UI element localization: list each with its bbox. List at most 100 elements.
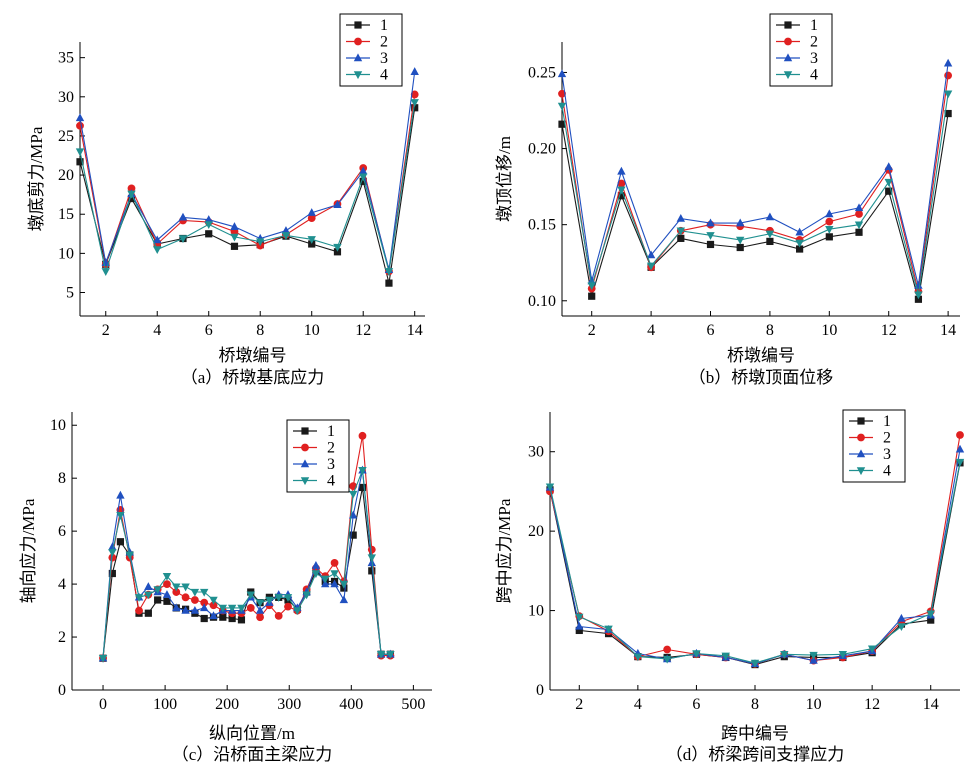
y-tick-label: 25	[58, 128, 74, 145]
legend-marker	[783, 71, 793, 80]
data-point	[587, 276, 596, 285]
legend-label: 2	[380, 34, 388, 51]
data-point	[604, 625, 613, 634]
data-point	[855, 228, 863, 236]
x-tick-label: 14	[940, 322, 956, 339]
data-point	[144, 609, 152, 617]
data-point	[944, 109, 952, 118]
legend-marker	[354, 37, 362, 46]
x-tick-label: 4	[647, 322, 655, 339]
y-tick-label: 35	[58, 50, 74, 67]
legend-marker	[857, 417, 865, 425]
data-point	[854, 203, 864, 212]
data-point	[956, 431, 964, 439]
data-point	[557, 69, 567, 78]
data-point	[617, 186, 626, 195]
series-2	[76, 90, 419, 276]
data-point	[163, 597, 171, 605]
y-tick-label: 0.20	[528, 141, 556, 158]
data-point	[410, 90, 419, 99]
data-point	[255, 605, 265, 614]
data-point	[162, 590, 172, 598]
data-point	[736, 236, 745, 245]
data-point	[330, 570, 339, 579]
data-point	[339, 580, 349, 589]
data-point	[885, 187, 893, 195]
data-point	[162, 572, 172, 581]
y-tick-label: 6	[58, 523, 66, 540]
y-axis-label: 墩顶位移/m	[495, 136, 514, 222]
x-tick-label: 100	[153, 696, 177, 713]
data-point	[330, 559, 339, 567]
data-point	[736, 243, 744, 252]
data-point	[359, 177, 367, 185]
chart-caption: （c）沿桥面主梁应力	[172, 745, 333, 764]
data-point	[944, 71, 953, 80]
data-point	[246, 591, 255, 600]
legend-label: 3	[380, 50, 388, 67]
data-point	[274, 611, 283, 620]
series-line	[79, 94, 416, 272]
chart-caption: （d）桥梁跨间支撑应力	[666, 745, 845, 764]
data-point	[706, 218, 715, 227]
data-point	[127, 190, 136, 199]
series-line	[79, 102, 416, 274]
data-point	[200, 614, 208, 623]
data-point	[255, 599, 265, 608]
data-point	[311, 570, 321, 579]
data-point	[230, 233, 239, 242]
series-line	[102, 470, 391, 659]
data-point	[281, 226, 291, 234]
data-point	[825, 226, 834, 234]
data-point	[867, 645, 877, 654]
legend-label: 3	[327, 456, 335, 473]
series-1	[558, 109, 952, 303]
x-tick-label: 500	[401, 696, 425, 713]
data-point	[127, 184, 136, 193]
legend-marker	[857, 433, 865, 442]
series-line	[561, 93, 949, 295]
x-axis-label: 纵向位置/m	[209, 724, 295, 743]
data-point	[368, 567, 376, 575]
data-point	[190, 588, 200, 597]
y-tick-label: 8	[58, 470, 66, 487]
data-point	[780, 651, 789, 659]
data-point	[101, 268, 110, 276]
data-point	[116, 538, 125, 546]
x-tick-label: 2	[588, 322, 596, 339]
y-axis-label: 轴向应力/MPa	[19, 498, 38, 603]
data-point	[358, 483, 367, 492]
chart-d: 2 4 6 8 10 12 140102030跨中编号跨中应力/MPa（d）桥梁跨间支撑应力…	[495, 409, 965, 764]
data-point	[358, 431, 367, 440]
legend-marker	[856, 449, 866, 458]
data-point	[172, 583, 181, 592]
series-line	[79, 71, 416, 270]
legend-marker	[784, 21, 792, 29]
y-tick-label: 30	[528, 444, 544, 461]
data-point	[237, 616, 246, 624]
y-tick-label: 4	[58, 576, 66, 593]
data-point	[809, 651, 818, 660]
data-point	[943, 58, 953, 67]
chart-a: 2 4 6 8 10 12 145101520253035桥墩编号墩底剪力/MPa（a）桥墩…	[27, 13, 425, 387]
data-point	[200, 603, 209, 612]
x-tick-label: 6	[205, 322, 213, 339]
data-point	[76, 121, 84, 130]
y-tick-label: 10	[528, 603, 544, 620]
data-point	[125, 551, 134, 560]
data-point	[333, 248, 342, 256]
data-point	[181, 583, 190, 592]
data-point	[575, 626, 583, 635]
series-3	[98, 465, 395, 662]
data-point	[927, 616, 935, 624]
data-point	[227, 604, 237, 613]
x-tick-label: 4	[634, 696, 642, 713]
data-point	[349, 531, 357, 539]
data-point	[646, 250, 656, 259]
data-point	[153, 246, 162, 255]
data-point	[274, 594, 283, 602]
chart-b: 2 4 6 8 10 12 140.100.150.200.25桥墩编号墩顶位移/m（b）桥…	[495, 13, 960, 387]
data-point	[385, 279, 393, 287]
data-point	[884, 162, 893, 171]
